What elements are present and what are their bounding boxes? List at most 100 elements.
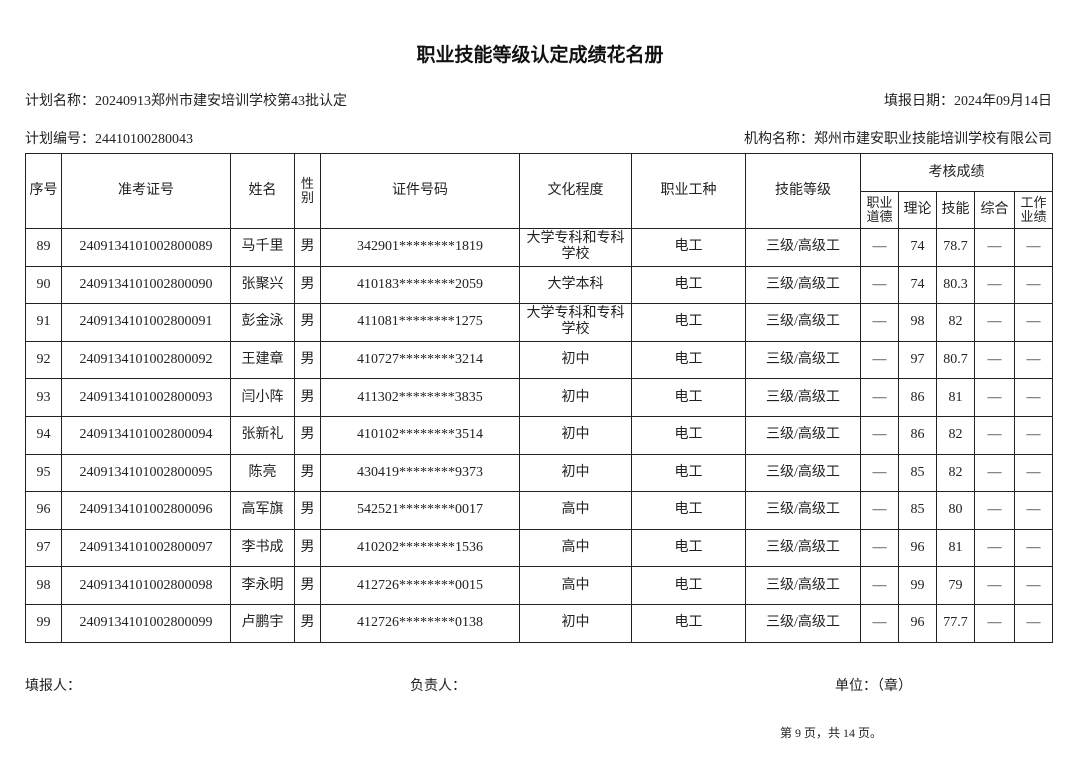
cell-performance: — xyxy=(1013,265,1054,305)
cell-education: 初中 xyxy=(519,415,632,455)
table-row: 89 2409134101002800089 马千里男 342901********1… xyxy=(25,228,1054,267)
plan-number: 计划编号：24410100280043 xyxy=(25,132,193,147)
cell-name: 陈亮 xyxy=(230,453,295,493)
cell-exam-no: 2409134101002800095 xyxy=(61,453,231,493)
cell-occupation: 电工 xyxy=(631,528,746,568)
cell-seq: 93 xyxy=(25,378,62,417)
cell-theory: 98 xyxy=(898,303,937,342)
cell-ethics: — xyxy=(860,378,899,417)
cell-occupation: 电工 xyxy=(631,491,746,530)
cell-level: 三级/高级工 xyxy=(745,265,861,305)
cell-exam-no: 2409134101002800089 xyxy=(61,228,231,267)
cell-level: 三级/高级工 xyxy=(745,415,861,455)
cell-occupation: 电工 xyxy=(631,415,746,455)
cell-seq: 90 xyxy=(25,265,62,305)
cell-name: 马千里 xyxy=(230,228,295,267)
cell-skill: 82 xyxy=(936,303,975,342)
header-gender: 性别 xyxy=(294,153,321,229)
cell-ethics: — xyxy=(860,228,899,267)
cell-performance: — xyxy=(1013,603,1054,643)
cell-level: 三级/高级工 xyxy=(745,228,861,267)
page-title: 职业技能等级认定成绩花名册 xyxy=(416,45,664,66)
cell-name: 彭金泳 xyxy=(230,303,295,342)
table-row: 99 2409134101002800099 卢鹏宇男 412726********0… xyxy=(25,603,1054,643)
cell-level: 三级/高级工 xyxy=(745,378,861,417)
cell-occupation: 电工 xyxy=(631,265,746,305)
cell-theory: 96 xyxy=(898,528,937,568)
cell-gender: 男 xyxy=(294,603,321,643)
header-ethics: 职业道德 xyxy=(860,191,899,229)
header-exam-no: 准考证号 xyxy=(61,153,231,229)
cell-id-no: 410183********2059 xyxy=(320,265,520,305)
cell-level: 三级/高级工 xyxy=(745,566,861,605)
cell-seq: 89 xyxy=(25,228,62,267)
cell-theory: 85 xyxy=(898,453,937,493)
table-row: 97 2409134101002800097 李书成男 410202********1… xyxy=(25,528,1054,568)
score-roster-table: 序号 准考证号 姓名 性别 证件号码 文化程度 职业工种 技能等级 考核成绩 职… xyxy=(25,153,1054,643)
header-scores: 考核成绩 xyxy=(859,153,1054,192)
cell-gender: 男 xyxy=(294,528,321,568)
table-row: 91 2409134101002800091 彭金泳男 411081********1… xyxy=(25,303,1054,342)
cell-education: 高中 xyxy=(519,491,632,530)
cell-overall: — xyxy=(974,303,1015,342)
cell-skill: 77.7 xyxy=(936,603,975,643)
cell-overall: — xyxy=(974,528,1015,568)
cell-education: 大学专科和专科学校 xyxy=(519,303,632,342)
cell-skill: 82 xyxy=(936,453,975,493)
cell-gender: 男 xyxy=(294,453,321,493)
footer-filler: 填报人： xyxy=(25,679,81,694)
cell-seq: 98 xyxy=(25,566,62,605)
cell-performance: — xyxy=(1013,228,1054,267)
cell-education: 高中 xyxy=(519,566,632,605)
cell-name: 高军旗 xyxy=(230,491,295,530)
header-seq: 序号 xyxy=(25,153,62,229)
cell-seq: 97 xyxy=(25,528,62,568)
cell-theory: 74 xyxy=(898,265,937,305)
cell-id-no: 410102********3514 xyxy=(320,415,520,455)
cell-gender: 男 xyxy=(294,303,321,342)
cell-skill: 78.7 xyxy=(936,228,975,267)
cell-skill: 80.7 xyxy=(936,340,975,380)
cell-exam-no: 2409134101002800096 xyxy=(61,491,231,530)
cell-performance: — xyxy=(1013,491,1054,530)
cell-education: 初中 xyxy=(519,453,632,493)
cell-education: 初中 xyxy=(519,378,632,417)
cell-exam-no: 2409134101002800093 xyxy=(61,378,231,417)
cell-overall: — xyxy=(974,491,1015,530)
cell-overall: — xyxy=(974,566,1015,605)
cell-seq: 92 xyxy=(25,340,62,380)
cell-id-no: 411081********1275 xyxy=(320,303,520,342)
cell-overall: — xyxy=(974,228,1015,267)
cell-performance: — xyxy=(1013,378,1054,417)
cell-overall: — xyxy=(974,340,1015,380)
header-skill: 技能 xyxy=(936,191,975,229)
cell-skill: 80 xyxy=(936,491,975,530)
cell-ethics: — xyxy=(860,415,899,455)
cell-theory: 97 xyxy=(898,340,937,380)
page-number: 第 9 页，共 14 页。 xyxy=(780,726,883,740)
header-theory: 理论 xyxy=(898,191,937,229)
cell-ethics: — xyxy=(860,603,899,643)
cell-exam-no: 2409134101002800098 xyxy=(61,566,231,605)
table-row: 90 2409134101002800090 张聚兴男 410183********2… xyxy=(25,265,1054,305)
cell-education: 初中 xyxy=(519,603,632,643)
cell-level: 三级/高级工 xyxy=(745,340,861,380)
cell-exam-no: 2409134101002800091 xyxy=(61,303,231,342)
header-level: 技能等级 xyxy=(745,153,861,229)
cell-occupation: 电工 xyxy=(631,228,746,267)
cell-exam-no: 2409134101002800099 xyxy=(61,603,231,643)
cell-level: 三级/高级工 xyxy=(745,603,861,643)
cell-education: 大学专科和专科学校 xyxy=(519,228,632,267)
cell-occupation: 电工 xyxy=(631,603,746,643)
cell-overall: — xyxy=(974,453,1015,493)
cell-occupation: 电工 xyxy=(631,340,746,380)
table-row: 92 2409134101002800092 王建章男 410727********3… xyxy=(25,340,1054,380)
cell-performance: — xyxy=(1013,528,1054,568)
org-name: 机构名称：郑州市建安职业技能培训学校有限公司 xyxy=(744,132,1052,147)
cell-performance: — xyxy=(1013,566,1054,605)
header-name: 姓名 xyxy=(230,153,295,229)
cell-education: 初中 xyxy=(519,340,632,380)
cell-gender: 男 xyxy=(294,228,321,267)
cell-skill: 82 xyxy=(936,415,975,455)
cell-id-no: 542521********0017 xyxy=(320,491,520,530)
